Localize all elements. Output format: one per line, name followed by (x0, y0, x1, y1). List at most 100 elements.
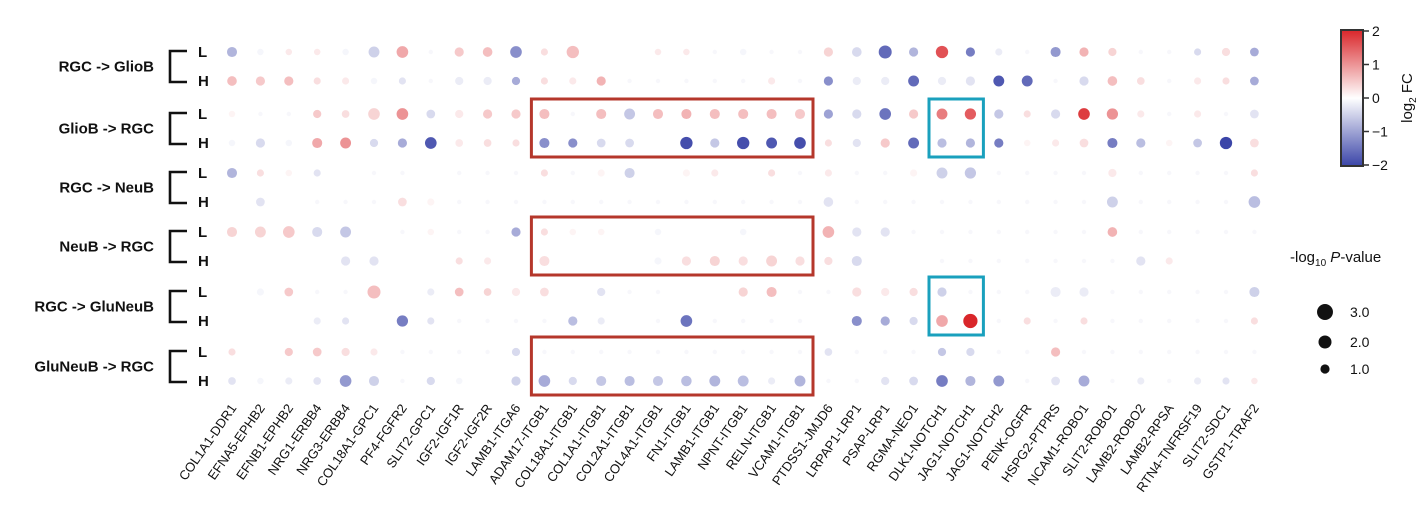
dot (626, 257, 633, 265)
dot (963, 313, 978, 329)
dot (1251, 257, 1258, 265)
dot (852, 76, 861, 86)
dot (996, 199, 1001, 205)
dot (1052, 139, 1060, 147)
highlight-box (529, 335, 815, 397)
dot (1138, 170, 1144, 176)
group-label: NeuB -> RGC (59, 239, 154, 256)
dot (626, 228, 633, 236)
dot (795, 256, 805, 266)
dot (741, 318, 746, 324)
dot (1221, 47, 1231, 57)
dot (1195, 318, 1200, 324)
dot (483, 139, 492, 147)
dot (681, 256, 692, 266)
dot (909, 109, 919, 119)
row-sublabel: L (198, 165, 207, 182)
dot (424, 137, 437, 149)
dot (343, 289, 348, 295)
dot (368, 46, 380, 58)
dot (369, 256, 379, 266)
dot (599, 349, 604, 355)
x-axis-labels: COL1A1-DDR1EFNA5-EPHB2EFNB1-EPHB2NRG1-ER… (176, 401, 1262, 495)
dot (769, 49, 774, 55)
dot (1194, 110, 1202, 118)
dot (624, 167, 635, 179)
dot (1167, 111, 1172, 117)
dot (597, 317, 605, 325)
dot (370, 348, 378, 356)
dot (596, 108, 607, 120)
dot (569, 77, 577, 85)
dot (626, 317, 633, 325)
dot (654, 169, 662, 177)
dot (797, 318, 803, 324)
dot (936, 315, 948, 327)
dot (909, 316, 918, 326)
dot (1223, 289, 1229, 295)
dot (371, 199, 377, 205)
dot (654, 257, 662, 265)
dot (454, 287, 464, 297)
row-sublabel: H (198, 194, 209, 211)
dot (797, 78, 803, 84)
row-sublabel: H (198, 135, 209, 152)
group-label: GluNeuB -> RGC (34, 359, 154, 376)
dot (996, 318, 1001, 324)
dot (511, 347, 521, 357)
dot (511, 287, 521, 297)
group-bracket (168, 229, 187, 264)
dot (1252, 229, 1257, 235)
group-bracket (168, 289, 187, 324)
dot (854, 349, 859, 355)
dot (341, 347, 350, 357)
dot (400, 170, 405, 176)
dot (1194, 257, 1201, 265)
dot (512, 257, 520, 265)
dot (652, 375, 664, 387)
dot (1081, 199, 1087, 205)
dot (883, 199, 888, 205)
dot (996, 258, 1001, 264)
dot (655, 289, 661, 295)
dot (852, 109, 862, 119)
dot (937, 347, 947, 357)
dot (511, 376, 521, 386)
dot (1107, 227, 1118, 237)
dot (342, 169, 349, 177)
dot (823, 47, 834, 57)
dot (968, 289, 973, 295)
group-label: GlioB -> RGC (59, 121, 155, 138)
size-legend-label: 3.0 (1350, 304, 1370, 320)
dot (769, 349, 774, 355)
group-bracket (168, 349, 187, 384)
dot (485, 349, 490, 355)
dot (712, 49, 717, 55)
size-legend-label: 2.0 (1350, 334, 1370, 350)
dot (1023, 317, 1031, 325)
dot (313, 48, 321, 56)
dot (794, 375, 806, 387)
group-label: RGC -> NeuB (59, 180, 154, 197)
dot (427, 198, 435, 206)
dot (540, 287, 549, 297)
dot (455, 377, 463, 385)
dot (256, 169, 264, 177)
dot (1195, 289, 1200, 295)
dot (312, 347, 322, 357)
dot (284, 347, 293, 357)
dot (312, 137, 323, 149)
dot (1025, 199, 1030, 205)
dot (228, 139, 236, 147)
dot (965, 138, 976, 148)
colorbar-tick-label: 2 (1372, 23, 1380, 39)
dot (400, 229, 405, 235)
dot (684, 78, 689, 84)
dot (911, 199, 916, 205)
dot (485, 170, 490, 176)
dot (226, 226, 238, 238)
dot (399, 288, 406, 296)
dot (1110, 318, 1115, 324)
dot (228, 288, 236, 296)
dot (284, 76, 294, 86)
